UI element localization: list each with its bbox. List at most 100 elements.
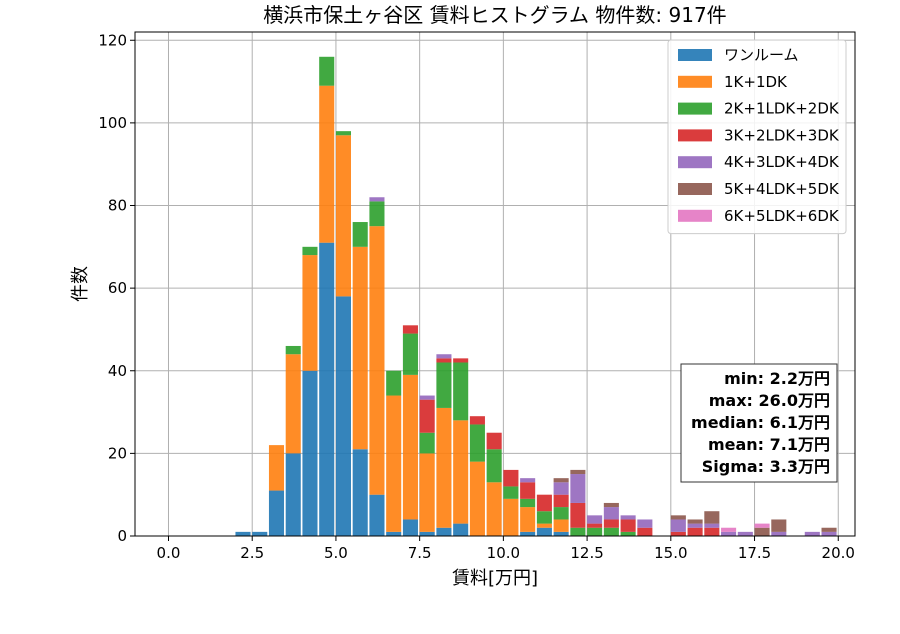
bar-segment <box>319 242 335 536</box>
bar-segment <box>369 494 385 536</box>
y-tick-label: 120 <box>98 31 127 49</box>
bar-segment <box>486 432 502 450</box>
y-tick-label: 80 <box>108 197 127 215</box>
x-tick-label: 17.5 <box>738 544 771 562</box>
bar-segment <box>536 523 552 528</box>
bar-segment <box>402 333 418 375</box>
bar-segment <box>319 56 335 86</box>
y-axis-label: 件数 <box>70 266 91 302</box>
legend-label: 2K+1LDK+2DK <box>724 100 840 118</box>
bar-segment <box>486 449 502 483</box>
legend-label: 6K+5LDK+6DK <box>724 207 840 225</box>
bar-segment <box>453 358 469 363</box>
x-tick-label: 0.0 <box>157 544 181 562</box>
legend-label: 5K+4LDK+5DK <box>724 180 840 198</box>
x-tick-label: 7.5 <box>408 544 432 562</box>
bar-segment <box>520 482 536 499</box>
bar-segment <box>268 490 285 536</box>
bar-segment <box>252 531 268 536</box>
bar-segment <box>721 527 737 532</box>
bar-segment <box>587 515 603 524</box>
bar-segment <box>553 519 569 532</box>
x-axis-label: 賃料[万円] <box>452 568 538 589</box>
legend-swatch <box>678 129 712 142</box>
bar-segment <box>804 531 820 536</box>
bar-segment <box>754 523 770 528</box>
legend-label: ワンルーム <box>724 46 799 64</box>
bar-segment <box>386 370 402 396</box>
y-tick-label: 40 <box>108 362 127 380</box>
bar-segment <box>821 527 837 532</box>
bar-segment <box>335 296 351 536</box>
bar-segment <box>369 201 385 227</box>
bar-segment <box>302 370 318 536</box>
bar-segment <box>704 523 720 528</box>
bar-segment <box>453 362 469 421</box>
bar-segment <box>469 424 485 462</box>
bar-segment <box>687 519 703 524</box>
bar-segment <box>386 531 402 536</box>
y-tick-label: 20 <box>108 444 127 462</box>
legend-label: 1K+1DK <box>724 73 788 91</box>
bar-segment <box>771 531 787 536</box>
bar-segment <box>536 494 552 512</box>
bar-segment <box>821 531 837 536</box>
y-axis-ticks: 0 20 40 60 80 100 120 <box>98 31 135 545</box>
bar-segment <box>570 469 586 475</box>
bar-segment <box>553 531 569 536</box>
y-tick-label: 60 <box>108 279 127 297</box>
stats-frame <box>680 363 838 483</box>
legend-swatch <box>678 102 712 115</box>
bar-segment <box>670 515 686 520</box>
bar-segment <box>721 531 737 536</box>
bar-segment <box>235 531 251 536</box>
bar-segment <box>620 515 636 520</box>
bar-segment <box>570 502 586 528</box>
bar-segment <box>386 395 402 532</box>
stats-line: max: 26.0万円 <box>709 391 830 410</box>
legend-swatch <box>678 49 712 61</box>
x-axis-ticks: 0.0 2.5 5.0 7.5 10.0 12.5 15.0 17.5 20.0 <box>157 536 855 562</box>
bar-segment <box>319 85 335 243</box>
bar-segment <box>486 482 502 536</box>
bar-segment <box>520 531 536 536</box>
bar-segment <box>603 502 619 508</box>
bar-segment <box>436 354 452 359</box>
bar-segment <box>771 519 787 532</box>
bar-segment <box>453 420 469 524</box>
bar-segment <box>603 527 619 536</box>
bar-segment <box>620 531 636 536</box>
bars <box>235 56 837 536</box>
bar-segment <box>503 486 519 499</box>
bar-segment <box>369 197 385 202</box>
bar-segment <box>268 445 285 491</box>
legend-swatch <box>678 209 712 222</box>
bar-segment <box>536 511 552 524</box>
bar-segment <box>419 453 435 532</box>
stats-box: min: 2.2万円 max: 26.0万円 median: 6.1万円 mean: … <box>680 363 838 483</box>
bar-segment <box>603 519 619 528</box>
bar-segment <box>520 498 536 508</box>
bar-segment <box>637 519 653 528</box>
y-tick-label: 100 <box>98 114 127 132</box>
legend-label: 3K+2LDK+3DK <box>724 126 840 144</box>
bar-segment <box>419 399 435 433</box>
x-tick-label: 12.5 <box>570 544 603 562</box>
bar-segment <box>352 449 368 536</box>
bar-segment <box>520 507 536 532</box>
plot-frame <box>134 31 856 537</box>
bar-segment <box>670 519 686 532</box>
legend-box <box>667 39 847 235</box>
bar-segment <box>553 482 569 495</box>
bar-segment <box>419 531 435 536</box>
stats-line: mean: 7.1万円 <box>708 435 830 454</box>
bar-segment <box>553 478 569 483</box>
x-tick-label: 5.0 <box>324 544 348 562</box>
stats-line: min: 2.2万円 <box>724 369 830 388</box>
bar-segment <box>402 519 418 536</box>
bar-segment <box>570 527 586 536</box>
bar-segment <box>469 461 485 536</box>
bar-segment <box>503 498 519 536</box>
